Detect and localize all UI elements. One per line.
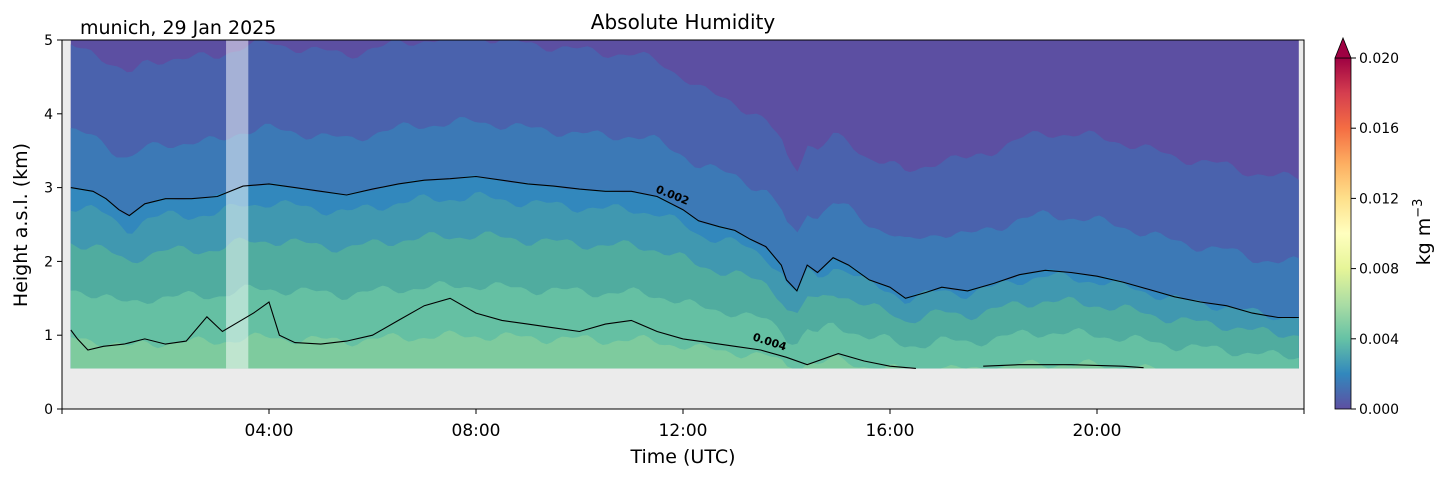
- colorbar-label: kg m−3: [1411, 199, 1435, 266]
- colorbar-tick-label: 0.000: [1359, 402, 1399, 418]
- colorbar: 0.000 0.004 0.008 0.012 0.016 0.020 kg m−3: [1334, 36, 1435, 418]
- colorbar-extend-arrow: [1334, 36, 1352, 59]
- y-tick-label: 3: [44, 181, 53, 197]
- y-tick-label: 2: [44, 254, 53, 270]
- colorbar-tick-label: 0.016: [1359, 121, 1399, 137]
- x-tick-label: 12:00: [659, 421, 708, 441]
- humidity-band: [70, 330, 1299, 369]
- x-tick-label: 04:00: [245, 421, 294, 441]
- contour-line: [983, 364, 1144, 369]
- humidity-bands: [70, 40, 1299, 369]
- y-tick-label: 0: [44, 402, 53, 418]
- y-axis: 0 1 2 3 4 5: [44, 33, 62, 418]
- chart-subtitle: munich, 29 Jan 2025: [80, 17, 276, 39]
- colorbar-gradient: [1334, 57, 1352, 410]
- colorbar-tick-label: 0.012: [1359, 191, 1399, 207]
- x-tick-label: 16:00: [866, 421, 915, 441]
- masked-interval: [226, 40, 249, 369]
- colorbar-label-base: kg m: [1413, 218, 1435, 266]
- contour-line: [70, 175, 1299, 319]
- colorbar-tick-label: 0.020: [1359, 51, 1399, 67]
- x-tick-label: 08:00: [452, 421, 501, 441]
- y-tick-label: 1: [44, 328, 53, 344]
- x-axis-label: Time (UTC): [629, 446, 735, 468]
- y-axis-label: Height a.s.l. (km): [10, 143, 32, 307]
- colorbar-tick-label: 0.004: [1359, 332, 1399, 348]
- y-tick-label: 5: [44, 33, 53, 49]
- x-tick-label: 20:00: [1073, 421, 1122, 441]
- colorbar-label-exponent: −3: [1411, 199, 1426, 218]
- contour-line: [70, 297, 916, 369]
- contour-lines: [70, 175, 1299, 369]
- colorbar-ticks: 0.000 0.004 0.008 0.012 0.016 0.020: [1351, 51, 1399, 418]
- chart-title: Absolute Humidity: [591, 10, 776, 34]
- x-axis: 04:00 08:00 12:00 16:00 20:00: [61, 409, 1305, 441]
- y-tick-label: 4: [44, 107, 53, 123]
- colorbar-tick-label: 0.008: [1359, 262, 1399, 278]
